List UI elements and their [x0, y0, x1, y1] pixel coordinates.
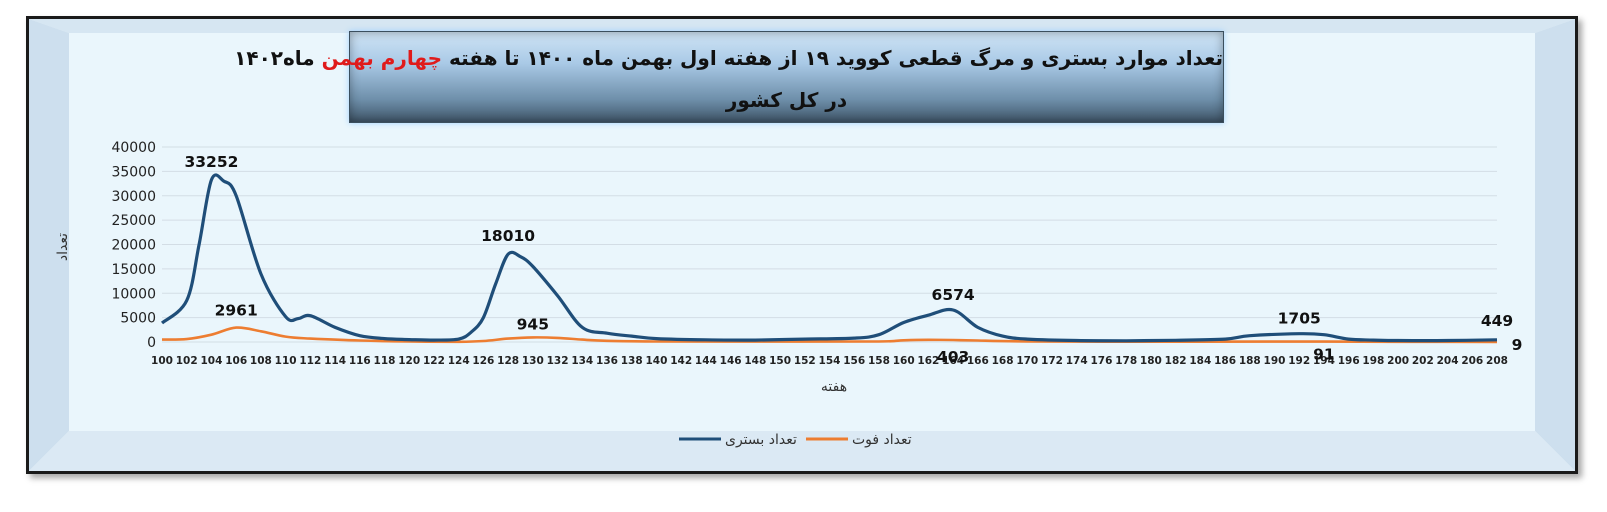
title-text-part1: تعداد موارد بستری و مرگ قطعی کووید ۱۹ از…: [442, 46, 1223, 70]
x-tick-label: 120: [398, 355, 420, 367]
x-tick-label: 168: [992, 355, 1014, 367]
x-tick-label: 126: [472, 355, 494, 367]
x-axis-label: هفته: [821, 379, 847, 395]
x-tick-label: 152: [794, 355, 816, 367]
x-tick-label: 178: [1115, 355, 1137, 367]
data-label: 945: [517, 315, 549, 333]
x-tick-label: 196: [1338, 355, 1360, 367]
y-tick-label: 15000: [111, 262, 156, 278]
x-tick-label: 170: [1016, 355, 1038, 367]
chart-frame: تعداد موارد بستری و مرگ قطعی کووید ۱۹ از…: [26, 16, 1578, 474]
y-tick-label: 25000: [111, 213, 156, 229]
x-tick-label: 106: [225, 355, 247, 367]
x-tick-label: 148: [744, 355, 766, 367]
x-tick-label: 156: [843, 355, 865, 367]
x-tick-label: 158: [868, 355, 890, 367]
x-tick-label: 134: [571, 355, 593, 367]
title-text-highlight: چهارم بهمن: [321, 46, 443, 70]
x-tick-label: 130: [522, 355, 544, 367]
y-tick-label: 10000: [111, 286, 156, 302]
x-tick-label: 164: [942, 355, 964, 367]
x-tick-label: 184: [1189, 355, 1211, 367]
x-tick-label: 138: [621, 355, 643, 367]
x-tick-label: 174: [1066, 355, 1088, 367]
y-tick-label: 0: [147, 335, 156, 351]
x-tick-label: 206: [1461, 355, 1483, 367]
y-axis-label: تعداد: [55, 233, 71, 261]
y-tick-label: 40000: [111, 140, 156, 156]
chart-title-line1: تعداد موارد بستری و مرگ قطعی کووید ۱۹ از…: [234, 46, 1223, 70]
y-tick-label: 35000: [111, 164, 156, 180]
data-label: 91: [1313, 346, 1335, 364]
legend: تعداد بستری تعداد فوت: [679, 432, 912, 448]
data-label: 6574: [932, 286, 975, 304]
x-tick-label: 114: [324, 355, 346, 367]
legend-label: تعداد فوت: [852, 432, 912, 448]
x-tick-label: 160: [893, 355, 915, 367]
x-tick-label: 180: [1140, 355, 1162, 367]
x-tick-label: 122: [423, 355, 445, 367]
x-tick-label: 162: [917, 355, 939, 367]
chart-title-line2: در کل کشور: [725, 88, 848, 112]
x-tick-label: 112: [299, 355, 321, 367]
data-label: 449: [1481, 312, 1513, 330]
x-tick-label: 208: [1486, 355, 1508, 367]
x-tick-label: 150: [769, 355, 791, 367]
chart-title-box: تعداد موارد بستری و مرگ قطعی کووید ۱۹ از…: [234, 31, 1224, 123]
x-tick-label: 108: [250, 355, 272, 367]
x-tick-label: 176: [1090, 355, 1112, 367]
data-label: 9: [1512, 336, 1523, 354]
x-tick-label: 142: [670, 355, 692, 367]
x-tick-label: 172: [1041, 355, 1063, 367]
x-tick-label: 186: [1214, 355, 1236, 367]
series-line: [160, 173, 1498, 343]
line-chart: 0 5000 10000 15000 20000 25000 30000 35000 40000…: [55, 140, 1523, 448]
x-tick-label: 104: [200, 355, 222, 367]
x-tick-label: 136: [596, 355, 618, 367]
x-tick-label: 182: [1165, 355, 1187, 367]
x-tick-label: 166: [967, 355, 989, 367]
x-tick-label: 100: [151, 355, 173, 367]
x-tick-label: 140: [645, 355, 667, 367]
x-tick-label: 188: [1239, 355, 1261, 367]
data-label: 18010: [481, 227, 535, 245]
x-tick-label: 200: [1387, 355, 1409, 367]
x-tick-label: 102: [176, 355, 198, 367]
x-tick-label: 116: [349, 355, 371, 367]
data-label: 1705: [1278, 310, 1321, 328]
x-tick-label: 144: [695, 355, 717, 367]
x-tick-label: 204: [1437, 355, 1459, 367]
x-tick-label: 124: [448, 355, 470, 367]
x-tick-label: 132: [547, 355, 569, 367]
x-tick-label: 128: [497, 355, 519, 367]
x-tick-label: 154: [819, 355, 841, 367]
legend-label: تعداد بستری: [725, 432, 797, 448]
x-tick-label: 110: [275, 355, 297, 367]
title-text-part3: ماه۱۴۰۲: [234, 46, 322, 70]
x-tick-label: 198: [1362, 355, 1384, 367]
data-label: 33252: [184, 153, 238, 171]
y-tick-label: 20000: [111, 238, 156, 254]
data-label: 403: [937, 348, 969, 366]
x-tick-label: 194: [1313, 355, 1335, 367]
x-tick-label: 190: [1264, 355, 1286, 367]
x-tick-label: 202: [1412, 355, 1434, 367]
x-tick-label: 192: [1288, 355, 1310, 367]
y-tick-label: 5000: [120, 311, 156, 327]
y-tick-label: 30000: [111, 189, 156, 205]
x-tick-label: 146: [720, 355, 742, 367]
data-label: 2961: [215, 302, 258, 320]
x-tick-label: 118: [374, 355, 396, 367]
